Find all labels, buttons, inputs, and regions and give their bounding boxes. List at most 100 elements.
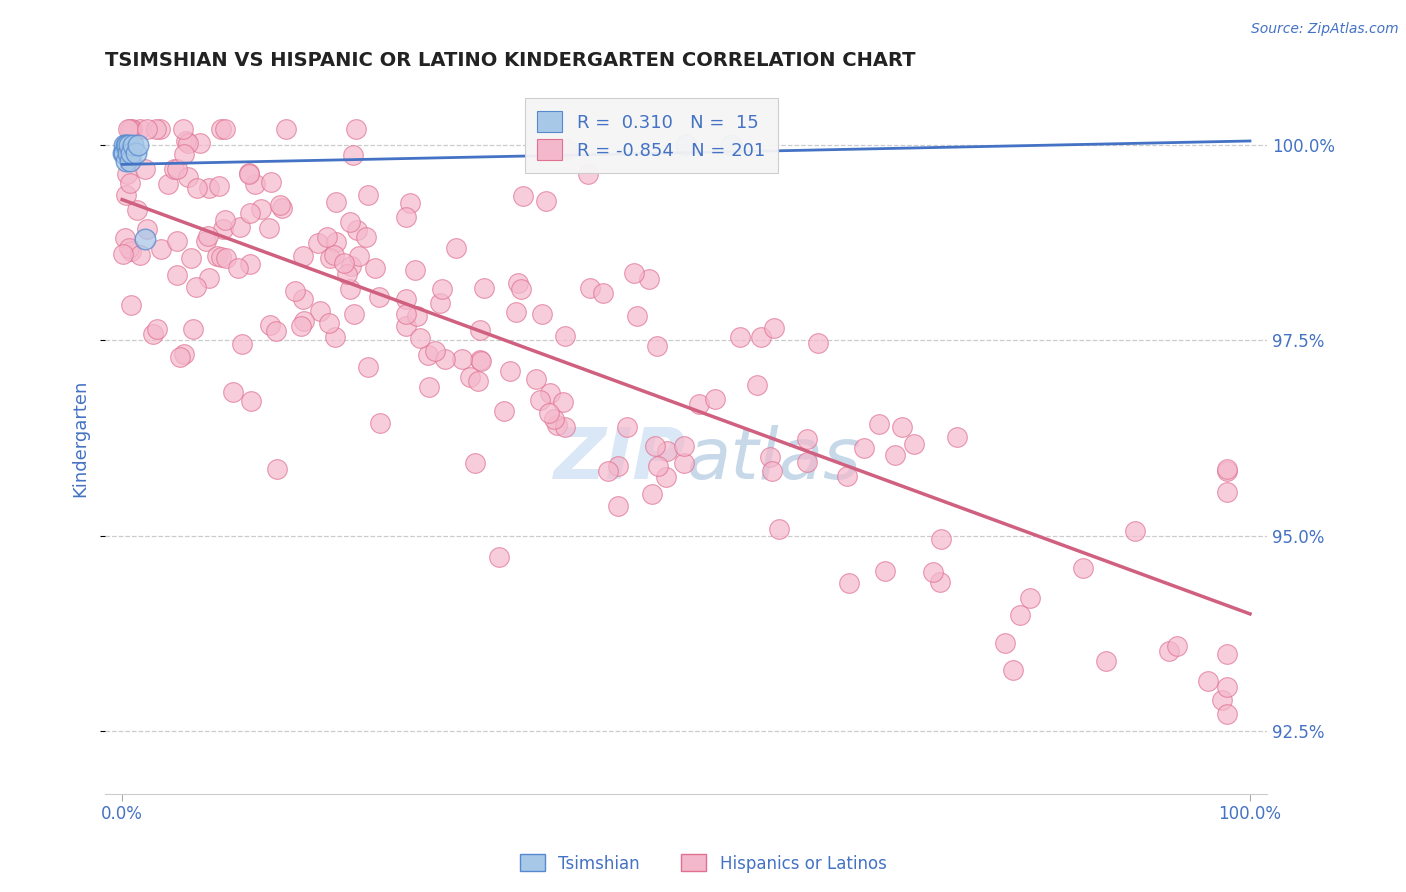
Point <box>606 499 628 513</box>
Point <box>269 197 291 211</box>
Point <box>720 137 742 152</box>
Point <box>271 201 294 215</box>
Point <box>129 248 152 262</box>
Text: atlas: atlas <box>686 425 860 494</box>
Point <box>468 323 491 337</box>
Point <box>903 436 925 450</box>
Point <box>531 307 554 321</box>
Point <box>429 296 451 310</box>
Point <box>890 420 912 434</box>
Legend: R =  0.310   N =  15, R = -0.854   N = 201: R = 0.310 N = 15, R = -0.854 N = 201 <box>524 98 778 173</box>
Point <box>1211 693 1233 707</box>
Point <box>118 241 141 255</box>
Point <box>434 351 457 366</box>
Point <box>120 244 142 258</box>
Point <box>1216 484 1239 499</box>
Point <box>538 406 561 420</box>
Point <box>166 235 188 249</box>
Point <box>546 417 568 432</box>
Point <box>703 392 725 406</box>
Point <box>346 223 368 237</box>
Point <box>399 195 422 210</box>
Point <box>322 247 344 261</box>
Point <box>464 456 486 470</box>
Point <box>505 305 527 319</box>
Point <box>409 331 432 345</box>
Point <box>538 385 561 400</box>
Point <box>208 179 231 194</box>
Point <box>177 169 200 184</box>
Point <box>616 420 638 434</box>
Point <box>506 276 529 290</box>
Point <box>197 228 219 243</box>
Point <box>209 122 232 136</box>
Point <box>922 566 945 580</box>
Point <box>1216 706 1239 721</box>
Point <box>260 175 283 189</box>
Point <box>197 180 219 194</box>
Point <box>118 122 141 136</box>
Point <box>470 354 492 368</box>
Point <box>1010 608 1032 623</box>
Point <box>807 335 830 350</box>
Point <box>198 270 221 285</box>
Point <box>117 167 139 181</box>
Point <box>342 148 364 162</box>
Point <box>238 166 260 180</box>
Point <box>229 220 252 235</box>
Point <box>657 444 679 458</box>
Point <box>325 235 347 250</box>
Point <box>344 122 367 136</box>
Point <box>430 282 453 296</box>
Point <box>169 350 191 364</box>
Point <box>1197 673 1219 688</box>
Point <box>626 309 648 323</box>
Point <box>114 153 136 168</box>
Point <box>1216 648 1239 662</box>
Point <box>142 327 165 342</box>
Point <box>672 456 695 470</box>
Point <box>853 441 876 455</box>
Point <box>606 458 628 473</box>
Point <box>873 564 896 578</box>
Point <box>596 464 619 478</box>
Point <box>226 261 249 276</box>
Point <box>149 122 172 136</box>
Point <box>136 222 159 236</box>
Point <box>181 321 204 335</box>
Point <box>145 122 167 136</box>
Point <box>356 188 378 202</box>
Point <box>274 122 297 136</box>
Point <box>163 162 186 177</box>
Point <box>555 142 578 156</box>
Point <box>259 318 281 332</box>
Text: TSIMSHIAN VS HISPANIC OR LATINO KINDERGARTEN CORRELATION CHART: TSIMSHIAN VS HISPANIC OR LATINO KINDERGA… <box>105 51 915 70</box>
Point <box>425 343 447 358</box>
Point <box>551 395 574 409</box>
Point <box>129 122 152 136</box>
Point <box>768 521 790 535</box>
Point <box>257 221 280 235</box>
Point <box>264 324 287 338</box>
Point <box>688 397 710 411</box>
Point <box>524 372 547 386</box>
Point <box>215 251 238 265</box>
Point <box>114 231 136 245</box>
Point <box>451 351 474 366</box>
Point <box>222 385 245 400</box>
Point <box>114 137 136 152</box>
Point <box>332 256 354 270</box>
Point <box>534 194 557 209</box>
Point <box>838 576 860 591</box>
Point <box>125 203 148 218</box>
Point <box>205 249 228 263</box>
Point <box>325 195 347 210</box>
Point <box>645 339 668 353</box>
Point <box>124 145 146 160</box>
Point <box>122 137 145 152</box>
Point <box>576 167 599 181</box>
Point <box>172 122 194 136</box>
Point <box>127 137 149 152</box>
Point <box>512 188 534 202</box>
Point <box>418 380 440 394</box>
